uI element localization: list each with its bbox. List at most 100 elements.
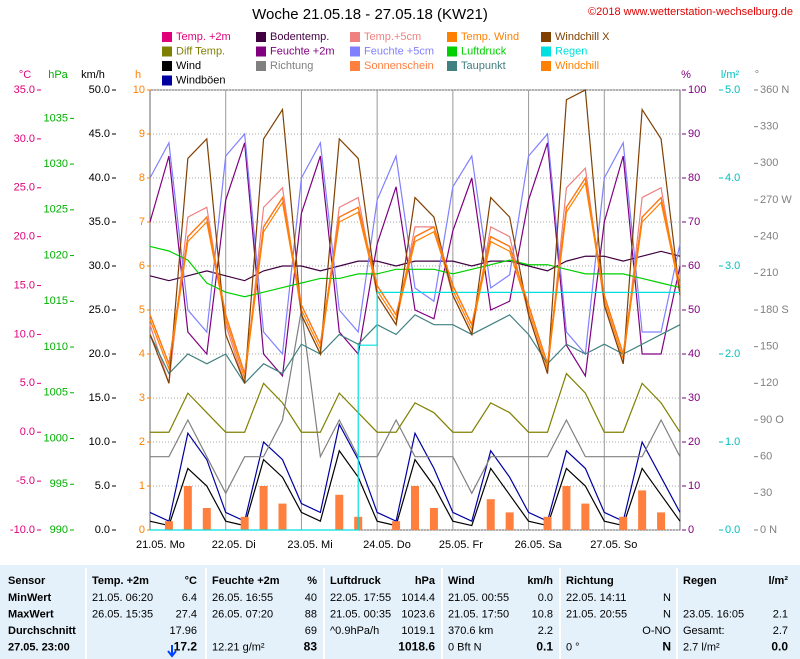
sunshine-bar [202,508,211,530]
sunshine-bar [259,486,268,530]
series-line [149,132,681,356]
sunshine-bar [619,516,628,530]
chart-background [0,0,800,565]
y-tick-label: 0 N [760,524,777,536]
y-tick-label: 35.0 [89,216,110,228]
legend-label: Windchill X [555,31,610,43]
y-tick-label: 240 [760,231,778,243]
y-tick-label: 120 [760,377,778,389]
legend-swatch [541,32,551,42]
series-line [149,245,681,298]
sunshine-bar [240,516,249,530]
cell-time: 21.05. 00:35 [330,608,391,620]
sunshine-bar [562,486,571,530]
cell-value: 27.4 [176,608,197,620]
legend-label: Diff Temp. [176,45,225,57]
y-tick-label: 210 [760,267,778,279]
cell-time: 21.05. 17:50 [448,608,509,620]
y-tick-label: 50 [688,304,700,316]
cell-value: 0.0 [771,640,788,654]
cell-time: ^0.9hPa/h [330,625,379,637]
y-tick-label: 35.0 [14,84,35,96]
y-tick-label: 4 [139,348,145,360]
table-background [0,565,800,659]
y-tick-label: -10.0 [10,524,35,536]
stats-table: Sensor Temp. +2m °C Feuchte +2m% Luftdruck hP… [8,568,788,659]
series-line [150,372,681,433]
cell-time: 0 ° [566,641,580,653]
cell-time: 22.05. 17:55 [330,592,391,604]
y-tick-label: 0 [688,524,694,536]
y-tick-label: 10 [133,84,145,96]
series-line [149,422,681,523]
y-tick-label: 5.0 [20,377,35,389]
y-tick-label: 2.0 [725,348,740,360]
y-tick-label: 180 S [760,304,789,316]
legend-swatch [256,46,266,57]
cell-time: 12.21 g/m² [212,641,265,653]
y-tick-label: 360 N [760,84,789,96]
chart-title: Woche 21.05.18 - 27.05.18 (KW21) [252,6,488,23]
y-tick-label: 50.0 [89,84,110,96]
sunshine-bar [638,490,647,530]
legend-swatch [162,46,172,57]
header: Regen [683,575,717,587]
cell-value: O-NO [642,625,671,637]
cell-value: N [663,592,671,604]
y-tick-label: 20 [688,436,700,448]
y-tick-label: 10.0 [89,436,110,448]
y-tick-label: 1000 [44,432,68,444]
y-tick-label: 30.0 [89,260,110,272]
cell-value: 2.7 [773,625,788,637]
series-line [149,181,681,379]
legend-label: Regen [555,45,587,57]
legend-swatch [162,32,172,42]
row-label: MaxWert [8,608,54,620]
legend-swatch [350,32,360,42]
legend-label: Bodentemp. [270,31,329,43]
header-unit: °C [185,575,197,587]
y-tick-label: 10.0 [14,328,35,340]
cell-time: 370.6 km [448,625,493,637]
legend-label: Taupunkt [461,60,506,72]
y-tick-label: 1005 [44,387,68,399]
y-tick-label: 4.0 [725,172,740,184]
y-tick-label: 5.0 [95,480,110,492]
x-tick-label: 26.05. Sa [515,539,563,551]
sunshine-bar [411,486,419,530]
cell-time: 21.05. 00:55 [448,592,509,604]
cell-value: 6.4 [182,592,197,604]
cell-time: 26.05. 15:35 [92,608,153,620]
y-tick-label: 1030 [44,158,68,170]
y-tick-label: 60 [760,451,772,463]
cell-value: 2.1 [773,608,788,620]
cell-value: 2.2 [538,625,553,637]
y-tick-label: 100 [688,84,706,96]
y-tick-label: 6 [139,260,145,272]
y-tick-label: 20.0 [14,231,35,243]
series-line [149,89,681,384]
y-tick-label: 90 [688,128,700,140]
legend-swatch [256,61,266,71]
series-line [150,309,681,495]
axis-label: °C [19,69,31,81]
y-tick-label: 0.0 [95,524,110,536]
row-label: 27.05. 23:00 [8,641,70,653]
header-unit: hPa [415,575,436,587]
y-tick-label: 990 [50,524,68,536]
cell-value: 40 [305,592,317,604]
header: Wind [448,575,475,587]
sunshine-bar [505,512,514,530]
cell-time: 0 Bft N [448,641,482,653]
y-tick-label: 5.0 [725,84,740,96]
trend-arrow [167,645,177,658]
y-tick-label: 25.0 [89,304,110,316]
y-tick-label: 270 W [760,194,792,206]
series-line [149,142,681,378]
sunshine-bar [657,512,666,530]
y-tick-label: 40 [688,348,700,360]
x-tick-label: 27.05. So [590,539,637,551]
y-tick-label: 60 [688,260,700,272]
y-tick-label: 8 [139,172,145,184]
legend-label: Feuchte +2m [270,45,335,57]
